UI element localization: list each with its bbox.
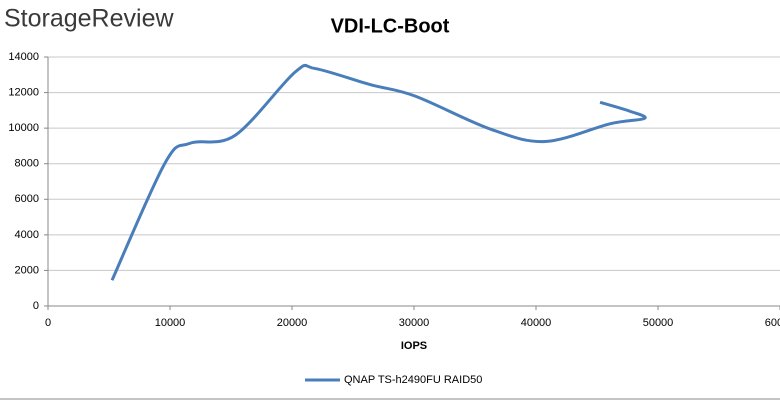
x-tick-label: 0	[45, 317, 51, 329]
y-tick-label: 12000	[8, 86, 39, 98]
x-tick-label: 40000	[521, 317, 552, 329]
x-axis-label: IOPS	[401, 340, 427, 352]
x-tick-label: 60000	[765, 317, 780, 329]
x-tick-label: 20000	[277, 317, 308, 329]
y-tick-label: 8000	[15, 158, 39, 170]
y-tick-label: 2000	[15, 264, 39, 276]
legend-label: QNAP TS-h2490FU RAID50	[344, 374, 482, 386]
logo: StorageReview	[4, 5, 174, 33]
y-tick-label: 4000	[15, 229, 39, 241]
series-line	[110, 63, 647, 281]
x-tick-label: 10000	[155, 317, 186, 329]
y-tick-label: 10000	[8, 122, 39, 134]
y-tick-label: 0	[33, 300, 39, 312]
y-tick-label: 6000	[15, 193, 39, 205]
x-tick-label: 50000	[643, 317, 674, 329]
y-tick-label: 14000	[8, 51, 39, 63]
chart-title: VDI-LC-Boot	[331, 15, 450, 37]
x-tick-label: 30000	[399, 317, 430, 329]
